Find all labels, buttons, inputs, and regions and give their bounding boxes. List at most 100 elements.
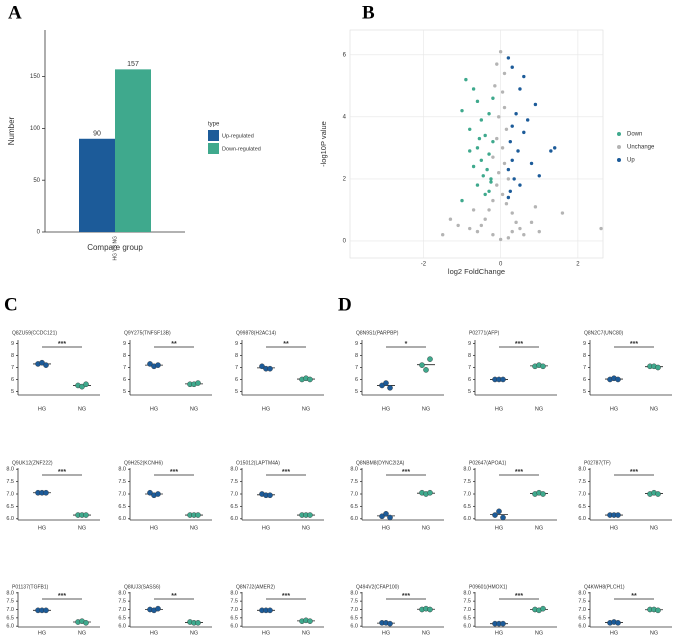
- point: [195, 512, 201, 518]
- point: [477, 136, 482, 141]
- point: [495, 136, 499, 141]
- legend-label: Down-regulated: [222, 146, 261, 152]
- point: [456, 223, 460, 228]
- significance-label: **: [631, 593, 637, 600]
- point: [504, 127, 509, 131]
- y-tick-label: 6.0: [118, 624, 126, 630]
- x-tick-label: HG: [382, 406, 390, 412]
- y-tick-label: 150: [30, 74, 41, 80]
- y-tick-label: 7.5: [578, 599, 586, 605]
- y-tick-label: 7.5: [6, 479, 14, 485]
- y-axis-title: -log10P value: [319, 121, 328, 167]
- legend-label: Down: [627, 132, 642, 138]
- point: [475, 183, 480, 187]
- legend-marker: [617, 145, 621, 149]
- point: [155, 491, 161, 497]
- y-tick-label: 100: [30, 126, 41, 132]
- point: [307, 618, 313, 624]
- point: [155, 362, 161, 368]
- point: [502, 161, 507, 166]
- x-tick-label: NG: [422, 525, 430, 531]
- significance-label: ***: [402, 593, 410, 600]
- point: [495, 183, 499, 187]
- point: [147, 489, 153, 496]
- y-tick-label: 7.5: [118, 479, 126, 485]
- x-tick-label: HG: [495, 525, 503, 531]
- point: [498, 237, 503, 242]
- x-tick-label: NG: [650, 406, 658, 412]
- point: [483, 133, 487, 138]
- x-tick-label: NG: [535, 630, 543, 636]
- y-tick-label: 7.0: [578, 491, 586, 497]
- y-tick-label: 7.0: [350, 491, 358, 497]
- panel-label: C: [4, 294, 18, 315]
- point: [491, 155, 495, 159]
- y-tick-label: 5: [468, 389, 471, 395]
- point: [471, 164, 476, 169]
- point: [502, 71, 507, 76]
- data-label: 90: [93, 131, 101, 138]
- subplot-title: P02771(AFP): [469, 330, 500, 336]
- y-tick-label: 6: [468, 377, 471, 383]
- y-tick-label: 6: [235, 377, 238, 383]
- point: [506, 236, 511, 240]
- legend-label: Up-regulated: [222, 133, 254, 139]
- y-tick-label: 6.0: [350, 624, 358, 630]
- y-tick-label: 7.5: [6, 599, 14, 605]
- point: [491, 198, 495, 203]
- x-tick-label: HG: [150, 630, 158, 636]
- legend-label: Unchange: [627, 145, 655, 151]
- point: [497, 115, 501, 119]
- x-tick-label: NG: [190, 406, 198, 412]
- x-tick-label: HG: [150, 525, 158, 531]
- x-tick-label: 2: [576, 262, 580, 268]
- y-tick-label: 7.0: [463, 607, 471, 613]
- y-tick-label: 6.0: [463, 516, 471, 522]
- x-tick-label: NG: [422, 406, 430, 412]
- y-tick-label: 6.5: [350, 615, 358, 621]
- y-tick-label: 8.0: [350, 467, 358, 473]
- subplot-title: Q99878(H2AC14): [236, 330, 276, 336]
- point: [500, 146, 505, 150]
- y-tick-label: 7.0: [6, 491, 14, 497]
- point: [504, 202, 509, 206]
- y-tick-label: 7.0: [118, 491, 126, 497]
- point: [468, 149, 472, 153]
- x-tick-label: HG: [610, 525, 618, 531]
- y-tick-label: 6: [343, 52, 347, 58]
- subplot-title: Q8IUJ3(SASS6): [124, 584, 161, 590]
- point: [615, 512, 621, 518]
- subplot-title: Q8NBM8(DYNC2I2A): [356, 460, 405, 466]
- point: [655, 491, 661, 497]
- point: [514, 112, 518, 116]
- point: [441, 233, 445, 237]
- subplot-title: P02647(APOA1): [469, 460, 507, 466]
- point: [387, 620, 393, 627]
- significance-label: **: [171, 341, 177, 348]
- point: [491, 233, 495, 237]
- point: [475, 99, 480, 104]
- point: [481, 174, 485, 178]
- x-tick-label: NG: [650, 525, 658, 531]
- point: [533, 102, 538, 107]
- y-tick-label: 8: [123, 353, 126, 359]
- plot-area: [349, 29, 604, 259]
- significance-label: ***: [515, 593, 523, 600]
- subplot-title: Q8N2C7(UNC80): [584, 330, 624, 336]
- y-tick-label: 2: [343, 176, 347, 182]
- point: [267, 492, 273, 499]
- point: [489, 180, 493, 184]
- significance-label: **: [171, 593, 177, 600]
- x-tick-label: NG: [78, 406, 86, 412]
- y-tick-label: 7.5: [463, 599, 471, 605]
- significance-label: ***: [170, 469, 178, 476]
- point: [83, 620, 89, 626]
- y-tick-label: 0: [343, 239, 347, 245]
- y-tick-label: 6.5: [463, 615, 471, 621]
- x-tick-label: NG: [302, 525, 310, 531]
- y-tick-label: 7: [235, 365, 238, 371]
- point: [468, 127, 472, 131]
- y-tick-label: 7.0: [230, 491, 238, 497]
- point: [492, 512, 498, 518]
- significance-label: ***: [282, 593, 290, 600]
